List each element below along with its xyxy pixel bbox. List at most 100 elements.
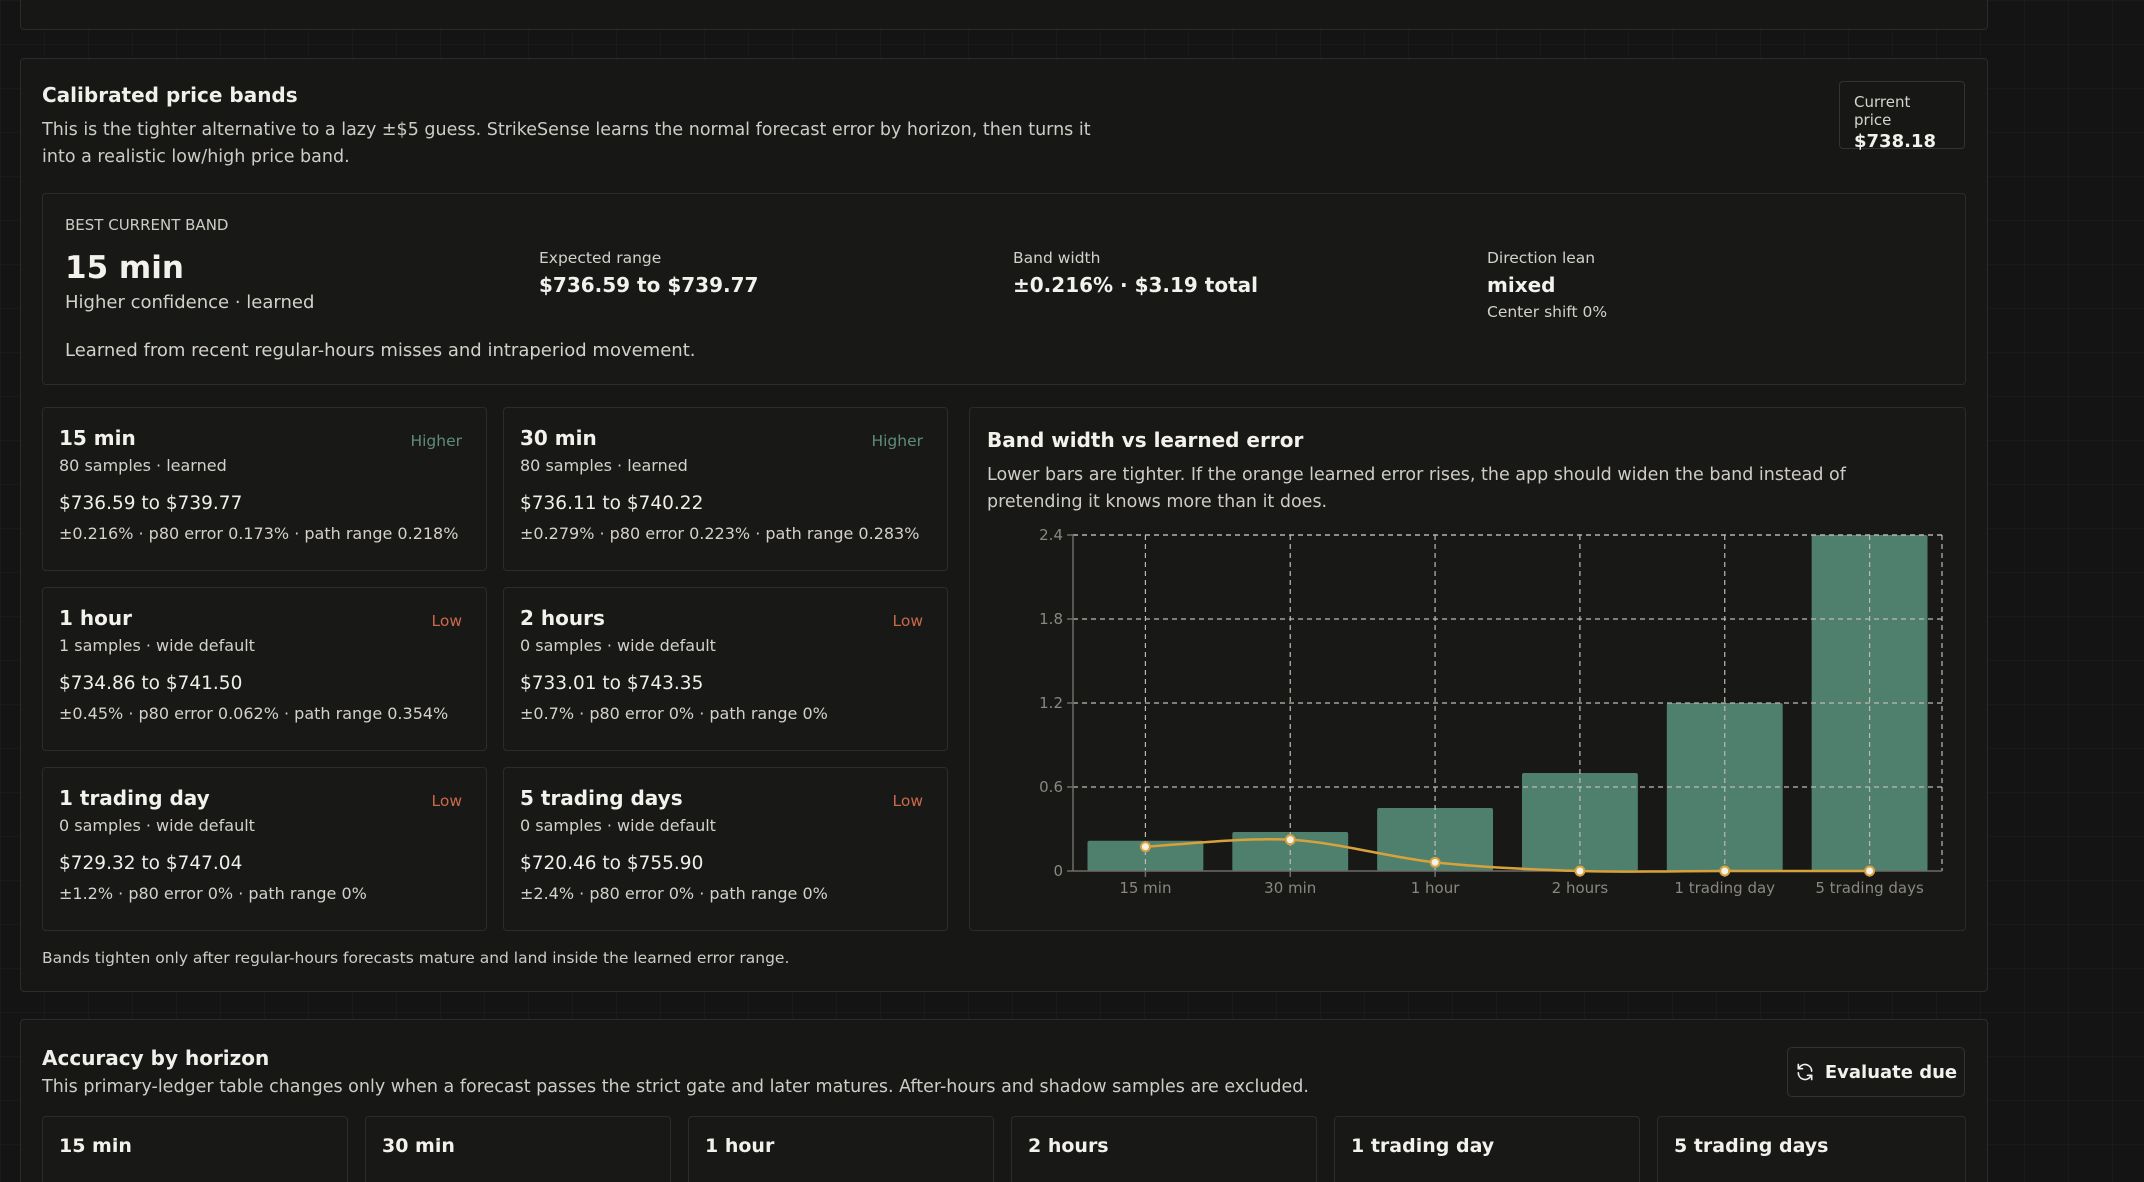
horizon-card: 30 min Higher 80 samples · learned $736.… bbox=[503, 407, 948, 571]
chart-y-tick-label: 0.6 bbox=[1039, 778, 1063, 796]
section-title: Calibrated price bands bbox=[42, 83, 298, 107]
previous-section-panel bbox=[20, 0, 1988, 30]
best-band-horizon: 15 min bbox=[65, 250, 184, 286]
horizon-details: ±0.7% · p80 error 0% · path range 0% bbox=[520, 704, 828, 723]
current-price-box: Current price $738.18 bbox=[1839, 81, 1965, 152]
best-band-note: Learned from recent regular-hours misses… bbox=[65, 340, 696, 361]
expected-range-label: Expected range bbox=[539, 249, 662, 267]
horizon-range: $733.01 to $743.35 bbox=[520, 673, 704, 694]
horizon-name: 2 hours bbox=[520, 606, 605, 630]
chart-learned-error-point bbox=[1429, 856, 1441, 868]
horizon-samples: 0 samples · wide default bbox=[520, 816, 716, 835]
chart-learned-error-point bbox=[1139, 841, 1151, 853]
bands-footnote: Bands tighten only after regular-hours f… bbox=[42, 949, 790, 967]
accuracy-card: 1 hour bbox=[688, 1116, 994, 1182]
confidence-badge: Higher bbox=[410, 432, 462, 450]
best-current-band: BEST CURRENT BAND 15 min Higher confiden… bbox=[42, 193, 1966, 385]
horizon-card: 15 min Higher 80 samples · learned $736.… bbox=[42, 407, 487, 571]
chart-learned-error-point bbox=[1719, 865, 1731, 877]
calibrated-price-bands-panel: Calibrated price bands This is the tight… bbox=[20, 58, 1988, 992]
horizon-card: 1 hour Low 1 samples · wide default $734… bbox=[42, 587, 487, 751]
best-band-confidence: Higher confidence · learned bbox=[65, 292, 315, 313]
chart-x-tick-label: 1 hour bbox=[1411, 879, 1461, 897]
direction-lean-label: Direction lean bbox=[1487, 249, 1596, 267]
band-width-chart-card: Band width vs learned error Lower bars a… bbox=[969, 407, 1966, 931]
horizon-samples: 0 samples · wide default bbox=[520, 636, 716, 655]
accuracy-horizon-name: 30 min bbox=[382, 1135, 455, 1157]
horizon-details: ±1.2% · p80 error 0% · path range 0% bbox=[59, 884, 367, 903]
accuracy-by-horizon-panel: Accuracy by horizon This primary-ledger … bbox=[20, 1019, 1988, 1182]
accuracy-horizon-name: 15 min bbox=[59, 1135, 132, 1157]
accuracy-horizon-name: 1 hour bbox=[705, 1135, 775, 1157]
evaluate-due-label: Evaluate due bbox=[1824, 1061, 1958, 1083]
horizon-name: 1 trading day bbox=[59, 786, 210, 810]
horizon-range: $720.46 to $755.90 bbox=[520, 853, 704, 874]
accuracy-card: 1 trading day bbox=[1334, 1116, 1640, 1182]
chart-title: Band width vs learned error bbox=[987, 428, 1304, 452]
chart-x-tick-label: 30 min bbox=[1264, 879, 1316, 897]
chart-y-tick-label: 2.4 bbox=[1039, 526, 1063, 544]
chart-y-tick-label: 1.8 bbox=[1039, 610, 1063, 628]
section-description: This primary-ledger table changes only w… bbox=[42, 1077, 1309, 1097]
confidence-badge: Low bbox=[892, 792, 923, 810]
chart-learned-error-point bbox=[1864, 865, 1876, 877]
chart-x-tick-label: 5 trading days bbox=[1815, 879, 1924, 897]
chart-learned-error-point bbox=[1284, 834, 1296, 846]
refresh-icon bbox=[1797, 1063, 1813, 1081]
current-price-value: $738.18 bbox=[1854, 131, 1936, 152]
center-shift-value: Center shift 0% bbox=[1487, 303, 1608, 321]
current-price-label: Current price bbox=[1854, 93, 1911, 129]
confidence-badge: Higher bbox=[871, 432, 923, 450]
accuracy-horizon-name: 2 hours bbox=[1028, 1135, 1109, 1157]
best-band-eyebrow: BEST CURRENT BAND bbox=[65, 216, 229, 234]
evaluate-due-button[interactable]: Evaluate due bbox=[1787, 1047, 1965, 1097]
horizon-details: ±0.279% · p80 error 0.223% · path range … bbox=[520, 524, 920, 543]
confidence-badge: Low bbox=[892, 612, 923, 630]
horizon-range: $736.11 to $740.22 bbox=[520, 493, 704, 514]
horizon-range: $734.86 to $741.50 bbox=[59, 673, 243, 694]
expected-range-metric: Expected range $736.59 to $739.77 bbox=[539, 249, 758, 297]
band-width-label: Band width bbox=[1013, 249, 1101, 267]
horizon-card: 5 trading days Low 0 samples · wide defa… bbox=[503, 767, 948, 931]
horizon-samples: 80 samples · learned bbox=[59, 456, 227, 475]
chart-bar bbox=[1087, 840, 1204, 871]
confidence-badge: Low bbox=[431, 612, 462, 630]
chart-learned-error-point bbox=[1574, 865, 1586, 877]
horizon-details: ±0.45% · p80 error 0.062% · path range 0… bbox=[59, 704, 449, 723]
horizon-details: ±2.4% · p80 error 0% · path range 0% bbox=[520, 884, 828, 903]
chart-x-tick-label: 1 trading day bbox=[1674, 879, 1775, 897]
accuracy-card: 2 hours bbox=[1011, 1116, 1317, 1182]
horizon-range: $729.32 to $747.04 bbox=[59, 853, 243, 874]
horizon-samples: 0 samples · wide default bbox=[59, 816, 255, 835]
chart-x-tick-label: 15 min bbox=[1119, 879, 1171, 897]
accuracy-card: 15 min bbox=[42, 1116, 348, 1182]
horizon-name: 15 min bbox=[59, 426, 136, 450]
horizon-name: 1 hour bbox=[59, 606, 132, 630]
section-description: This is the tighter alternative to a laz… bbox=[42, 120, 1091, 167]
direction-lean-metric: Direction lean mixed Center shift 0% bbox=[1487, 249, 1607, 321]
accuracy-horizon-name: 1 trading day bbox=[1351, 1135, 1495, 1157]
accuracy-card: 30 min bbox=[365, 1116, 671, 1182]
direction-lean-value: mixed bbox=[1487, 273, 1556, 297]
expected-range-value: $736.59 to $739.77 bbox=[539, 273, 759, 297]
chart-y-tick-label: 1.2 bbox=[1039, 694, 1063, 712]
horizon-range: $736.59 to $739.77 bbox=[59, 493, 243, 514]
chart-description: Lower bars are tighter. If the orange le… bbox=[987, 465, 1846, 512]
horizon-card: 1 trading day Low 0 samples · wide defau… bbox=[42, 767, 487, 931]
horizon-name: 5 trading days bbox=[520, 786, 683, 810]
horizon-card: 2 hours Low 0 samples · wide default $73… bbox=[503, 587, 948, 751]
chart-bar bbox=[1377, 808, 1494, 871]
horizon-details: ±0.216% · p80 error 0.173% · path range … bbox=[59, 524, 459, 543]
accuracy-horizon-name: 5 trading days bbox=[1674, 1135, 1829, 1157]
band-width-value: ±0.216% · $3.19 total bbox=[1013, 273, 1259, 297]
band-width-chart: 0 0.6 1.2 1.8 2.4 15 min 30 min 1 hour 2 hours 1 … bbox=[1039, 526, 1943, 897]
confidence-badge: Low bbox=[431, 792, 462, 810]
horizon-samples: 80 samples · learned bbox=[520, 456, 688, 475]
chart-learned-error-line bbox=[1145, 838, 1870, 873]
chart-x-tick-label: 2 hours bbox=[1552, 879, 1609, 897]
section-title: Accuracy by horizon bbox=[42, 1046, 270, 1070]
horizon-samples: 1 samples · wide default bbox=[59, 636, 255, 655]
accuracy-card: 5 trading days bbox=[1657, 1116, 1966, 1182]
band-width-metric: Band width ±0.216% · $3.19 total bbox=[1013, 249, 1258, 297]
chart-bar bbox=[1521, 773, 1638, 871]
